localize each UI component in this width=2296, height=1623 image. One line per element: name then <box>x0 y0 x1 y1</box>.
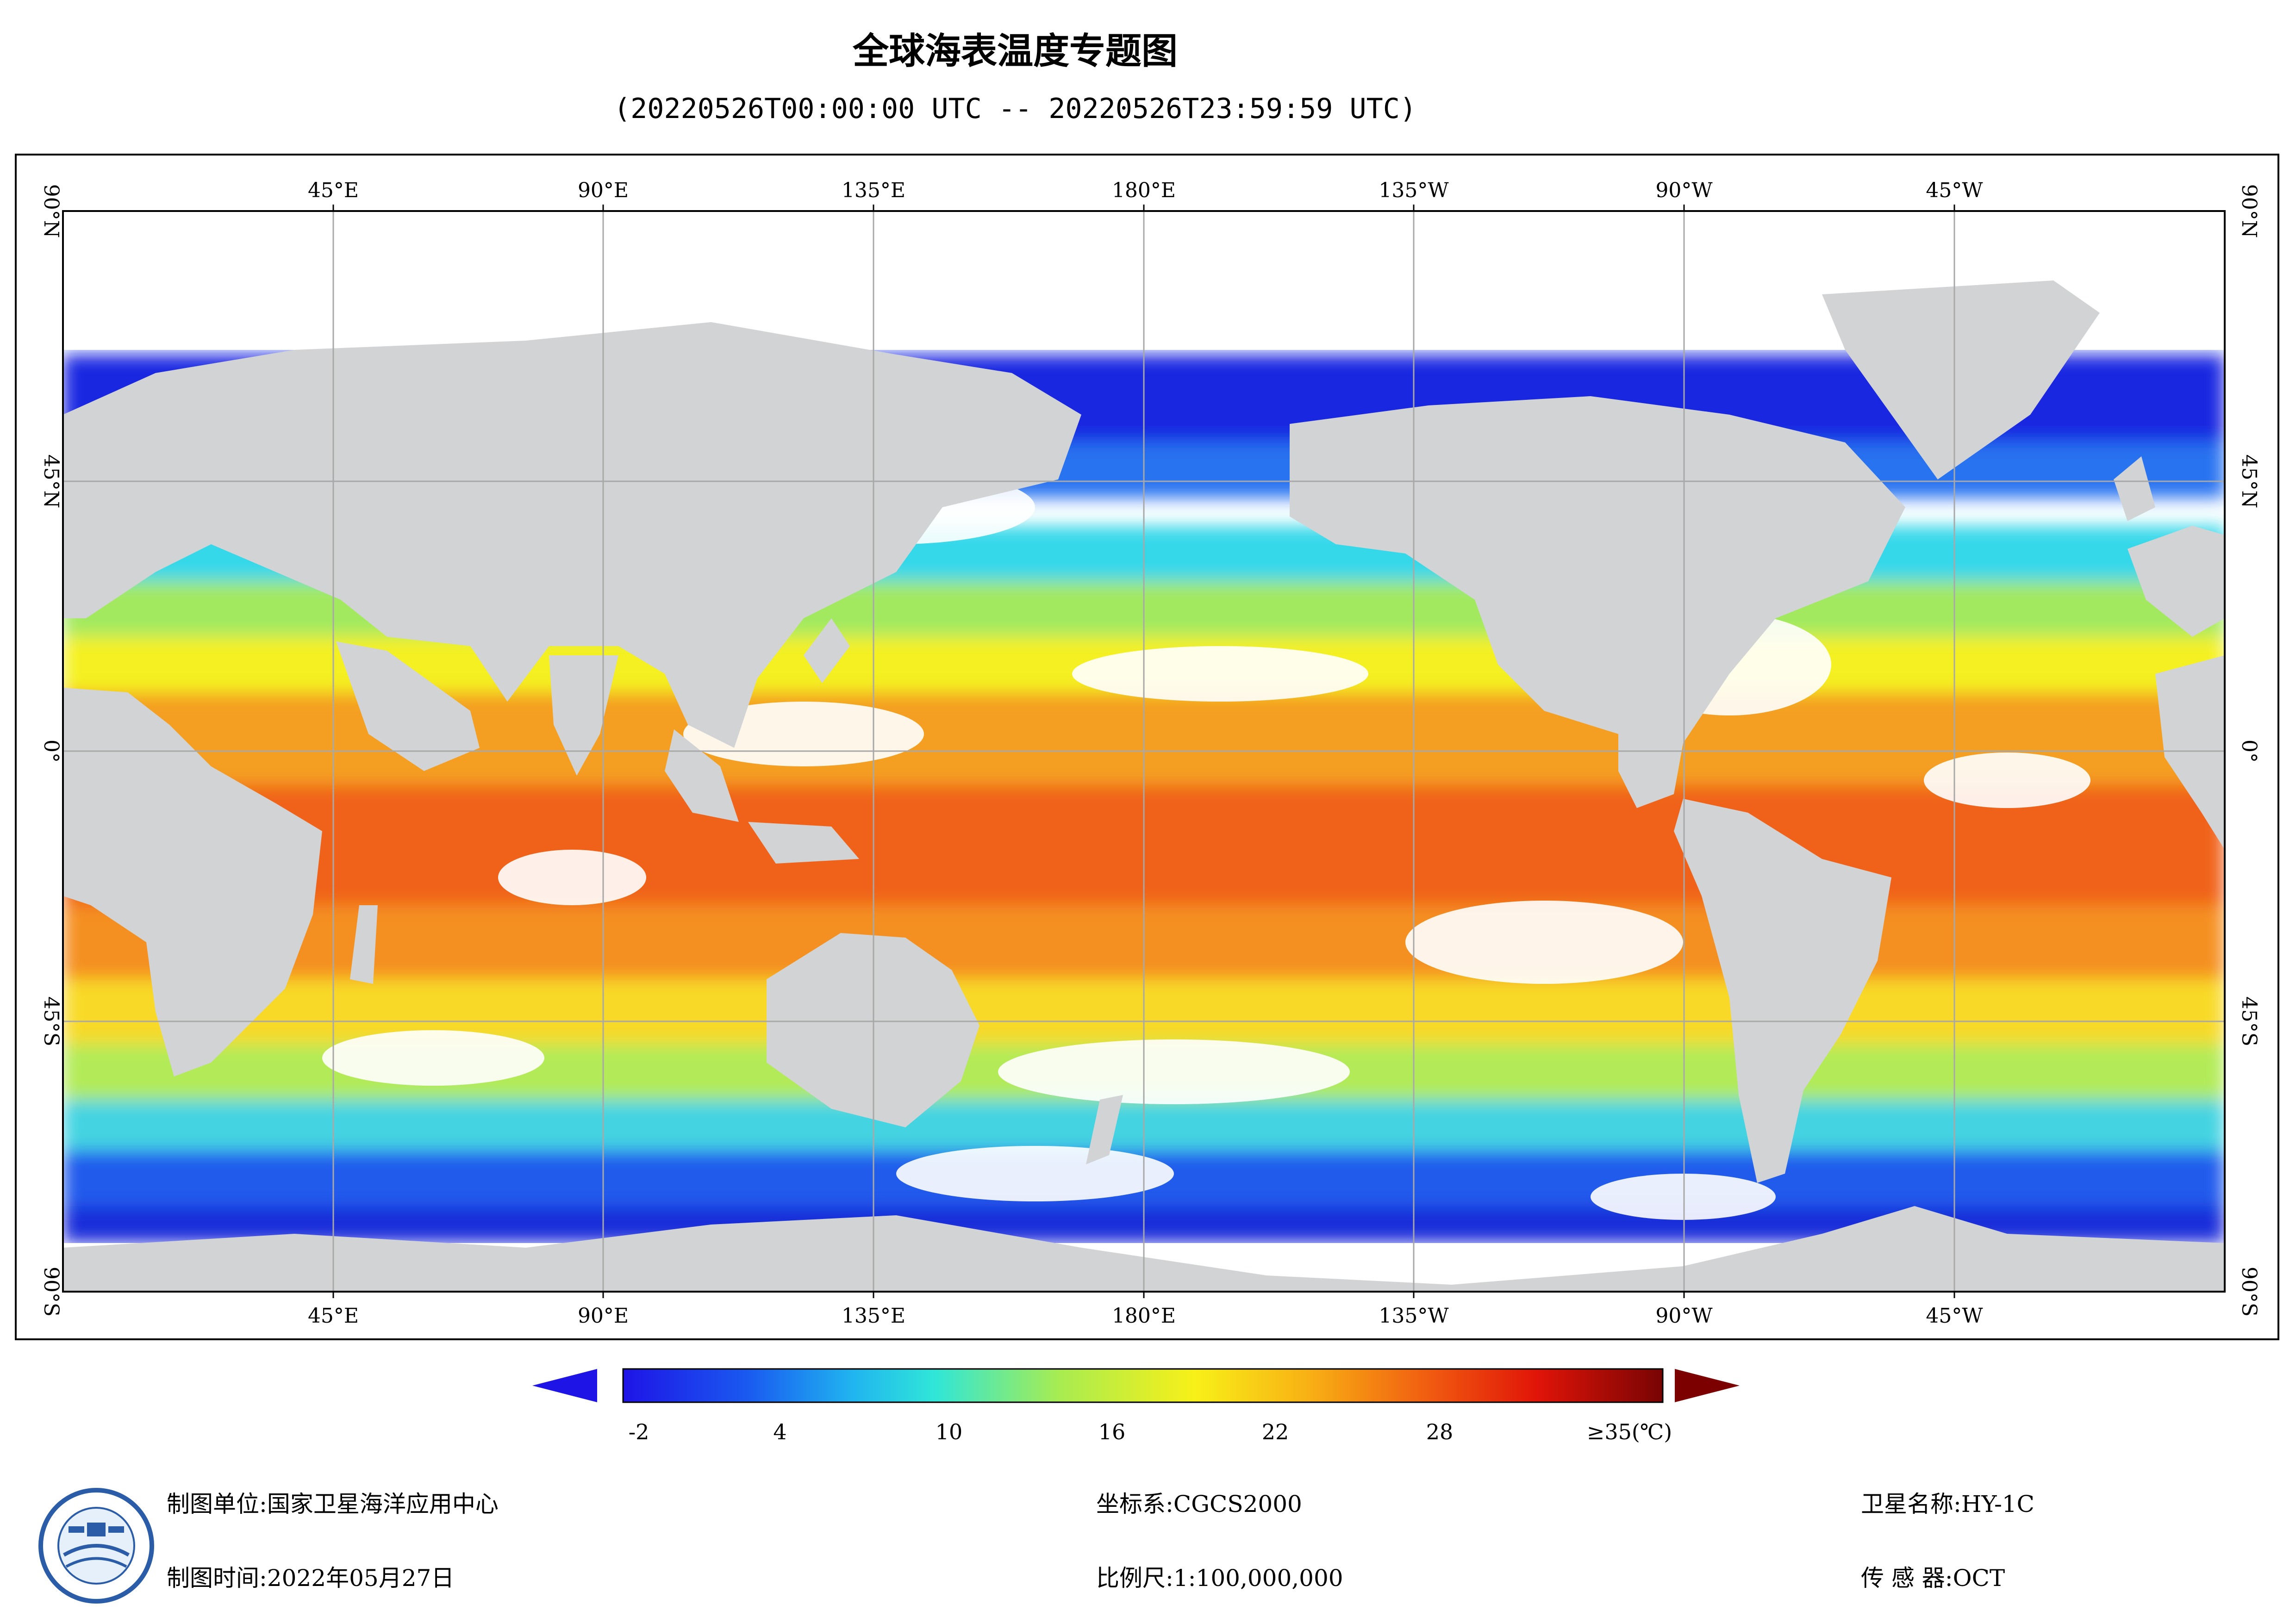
lon-label-top: 135°E <box>842 179 905 202</box>
time-label: 制图时间: <box>167 1565 267 1592</box>
map-title: 全球海表温度专题图 <box>852 31 1178 72</box>
colorbar-tick-label: 4 <box>773 1419 786 1444</box>
lon-label-top: 90°E <box>578 179 629 202</box>
crs-label: 坐标系: <box>1096 1491 1173 1517</box>
lat-label-right: 0° <box>2237 740 2261 763</box>
lon-label-bottom: 45°W <box>1926 1304 1983 1328</box>
org-info: 制图单位:国家卫星海洋应用中心 <box>167 1486 499 1519</box>
colorbar-tick-label: -2 <box>629 1419 649 1444</box>
org-value: 国家卫星海洋应用中心 <box>267 1491 499 1517</box>
map-frame: 45°E 90°E 135°E 180°E 135°W 90°W 45°W 45… <box>15 154 2279 1340</box>
org-label: 制图单位: <box>167 1491 267 1517</box>
sst-map[interactable]: 45°E 90°E 135°E 180°E 135°W 90°W 45°W 45… <box>17 155 2277 1338</box>
lat-label-right: 90°S <box>2237 1267 2261 1317</box>
lat-label-left: 45°S <box>39 996 63 1046</box>
lat-label-right: 45°S <box>2237 996 2261 1046</box>
lon-label-bottom: 135°W <box>1379 1304 1449 1328</box>
time-info: 制图时间:2022年05月27日 <box>167 1560 454 1593</box>
scale-value: 1:100,000,000 <box>1173 1565 1343 1592</box>
map-time-range: (20220526T00:00:00 UTC -- 20220526T23:59… <box>614 93 1416 125</box>
lon-label-bottom: 90°E <box>578 1304 629 1328</box>
lon-label-top: 180°E <box>1112 179 1176 202</box>
lat-label-left: 45°N <box>39 454 63 509</box>
sensor-info: 传 感 器:OCT <box>1861 1560 2005 1593</box>
lon-label-bottom: 135°E <box>842 1304 905 1328</box>
lon-label-bottom: 180°E <box>1112 1304 1176 1328</box>
colorbar-tick-label: ≥35(℃) <box>1587 1419 1672 1444</box>
lat-label-right: 45°N <box>2237 454 2261 509</box>
lon-label-bottom: 90°W <box>1655 1304 1713 1328</box>
satellite-label: 卫星名称: <box>1861 1491 1961 1517</box>
lon-label-top: 135°W <box>1379 179 1449 202</box>
colorbar-tick-label: 10 <box>936 1419 963 1444</box>
temperature-colorbar: -2 4 10 16 22 28 ≥35(℃) <box>532 1368 1740 1444</box>
colorbar-tick-label: 16 <box>1098 1419 1126 1444</box>
scale-info: 比例尺:1:100,000,000 <box>1096 1560 1343 1593</box>
lat-label-left: 90°S <box>39 1267 63 1317</box>
scale-label: 比例尺: <box>1096 1565 1173 1592</box>
lat-label-right: 90°N <box>2237 184 2261 238</box>
crs-value: CGCS2000 <box>1173 1491 1302 1517</box>
crs-info: 坐标系:CGCS2000 <box>1096 1486 1302 1519</box>
graticule <box>63 211 2225 1292</box>
satellite-value: HY-1C <box>1961 1491 2034 1517</box>
colorbar-tick-label: 28 <box>1426 1419 1454 1444</box>
lon-label-top: 90°W <box>1655 179 1713 202</box>
satellite-info: 卫星名称:HY-1C <box>1861 1486 2034 1519</box>
colorbar-tick-label: 22 <box>1262 1419 1289 1444</box>
sensor-label: 传 感 器: <box>1861 1565 1953 1592</box>
lon-label-top: 45°W <box>1926 179 1983 202</box>
lat-label-left: 90°N <box>39 184 63 238</box>
lon-label-bottom: 45°E <box>308 1304 359 1328</box>
time-value: 2022年05月27日 <box>267 1565 455 1592</box>
colorbar-low-arrow <box>532 1369 597 1402</box>
sensor-value: OCT <box>1953 1565 2005 1592</box>
ticks <box>332 205 1955 1298</box>
colorbar-gradient <box>622 1368 1664 1403</box>
lat-label-left: 0° <box>39 740 63 763</box>
nsoas-logo-icon <box>38 1488 154 1604</box>
colorbar-high-arrow <box>1675 1369 1740 1402</box>
lon-label-top: 45°E <box>308 179 359 202</box>
